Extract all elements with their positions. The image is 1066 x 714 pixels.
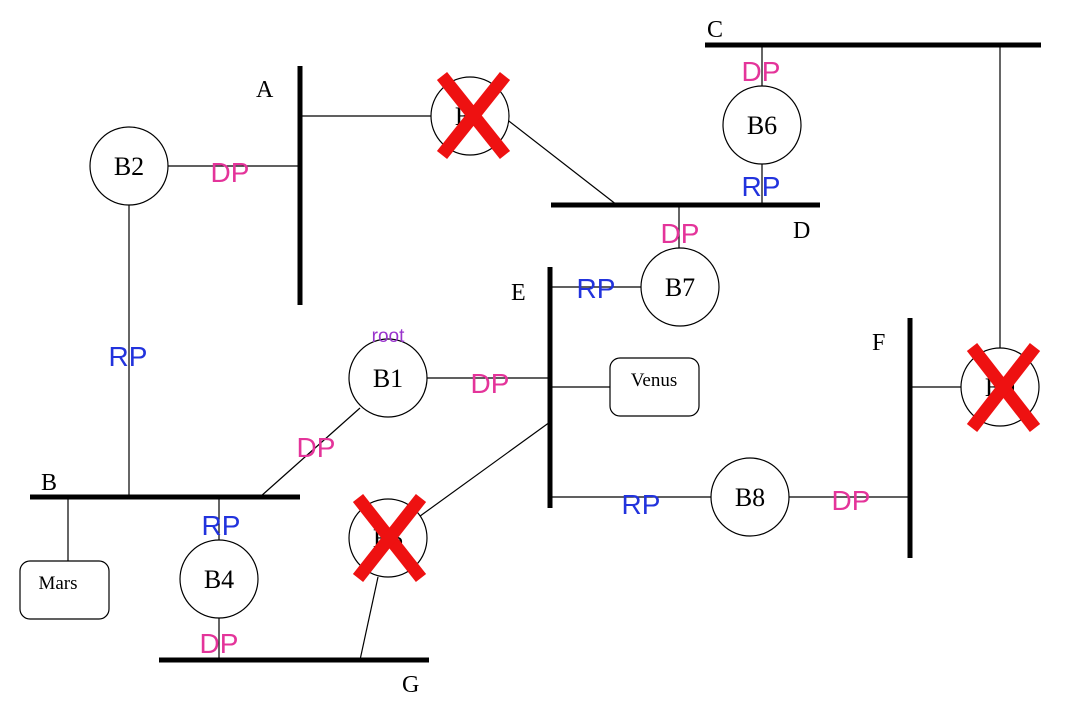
- bridge-b8-circle: [710, 457, 790, 537]
- port-rp-b2: RP: [109, 341, 148, 372]
- port-dp-b7: DP: [661, 218, 700, 249]
- bridge-b6-circle: [722, 85, 802, 165]
- link-e-b5: [415, 421, 551, 520]
- link-b5-g: [359, 576, 379, 661]
- host-mars-label: Mars: [38, 573, 77, 594]
- host-venus: Venus: [609, 357, 700, 417]
- designated-port-labels: DP DP DP DP DP DP DP: [200, 56, 871, 659]
- bridge-b1-label: B1: [373, 364, 403, 393]
- lan-segments: [30, 42, 1041, 663]
- host-venus-box: [609, 357, 700, 417]
- port-dp-b2: DP: [211, 157, 250, 188]
- segment-g-label: G: [402, 672, 419, 698]
- disabled-b5-cross-icon: [352, 493, 427, 583]
- bridge-b7-circle: [640, 247, 720, 327]
- bridge-b4-circle: [179, 539, 259, 619]
- bridge-b8-label: B8: [735, 483, 765, 512]
- bridge-b2-circle: [89, 126, 169, 206]
- port-rp-b7: RP: [577, 273, 616, 304]
- segment-b-label: B: [41, 470, 57, 496]
- root-label: root: [372, 326, 405, 347]
- link-b3-d: [504, 117, 618, 206]
- port-rp-b6: RP: [742, 171, 781, 202]
- port-rp-b8: RP: [622, 489, 661, 520]
- port-dp-b8: DP: [832, 485, 871, 516]
- disabled-crosses: [352, 71, 1041, 583]
- segment-c-label: C: [707, 17, 723, 43]
- connector-lines: [67, 45, 1001, 661]
- link-b1-b: [259, 407, 361, 498]
- disabled-b3-cross-icon: [436, 71, 511, 160]
- host-mars: Mars: [19, 560, 110, 620]
- disabled-b9-cross-icon: [966, 343, 1041, 432]
- segment-a-label: A: [256, 77, 274, 103]
- segment-d-label: D: [793, 218, 810, 244]
- bridge-b6-label: B6: [747, 111, 777, 140]
- bridge-b4-label: B4: [204, 565, 234, 594]
- bridge-b7-label: B7: [665, 273, 695, 302]
- port-dp-b1-b: DP: [297, 432, 336, 463]
- segment-e-label: E: [511, 280, 526, 306]
- host-mars-box: [19, 560, 110, 620]
- segment-f-label: F: [872, 330, 885, 356]
- port-rp-b4: RP: [202, 510, 241, 541]
- bridge-b1-circle: [348, 338, 428, 418]
- bridge-b2-label: B2: [114, 152, 144, 181]
- host-venus-label: Venus: [631, 370, 677, 391]
- root-port-labels: RP RP RP RP RP: [109, 171, 781, 541]
- port-dp-b6: DP: [742, 56, 781, 87]
- port-dp-b1-e: DP: [471, 368, 510, 399]
- port-dp-b4: DP: [200, 628, 239, 659]
